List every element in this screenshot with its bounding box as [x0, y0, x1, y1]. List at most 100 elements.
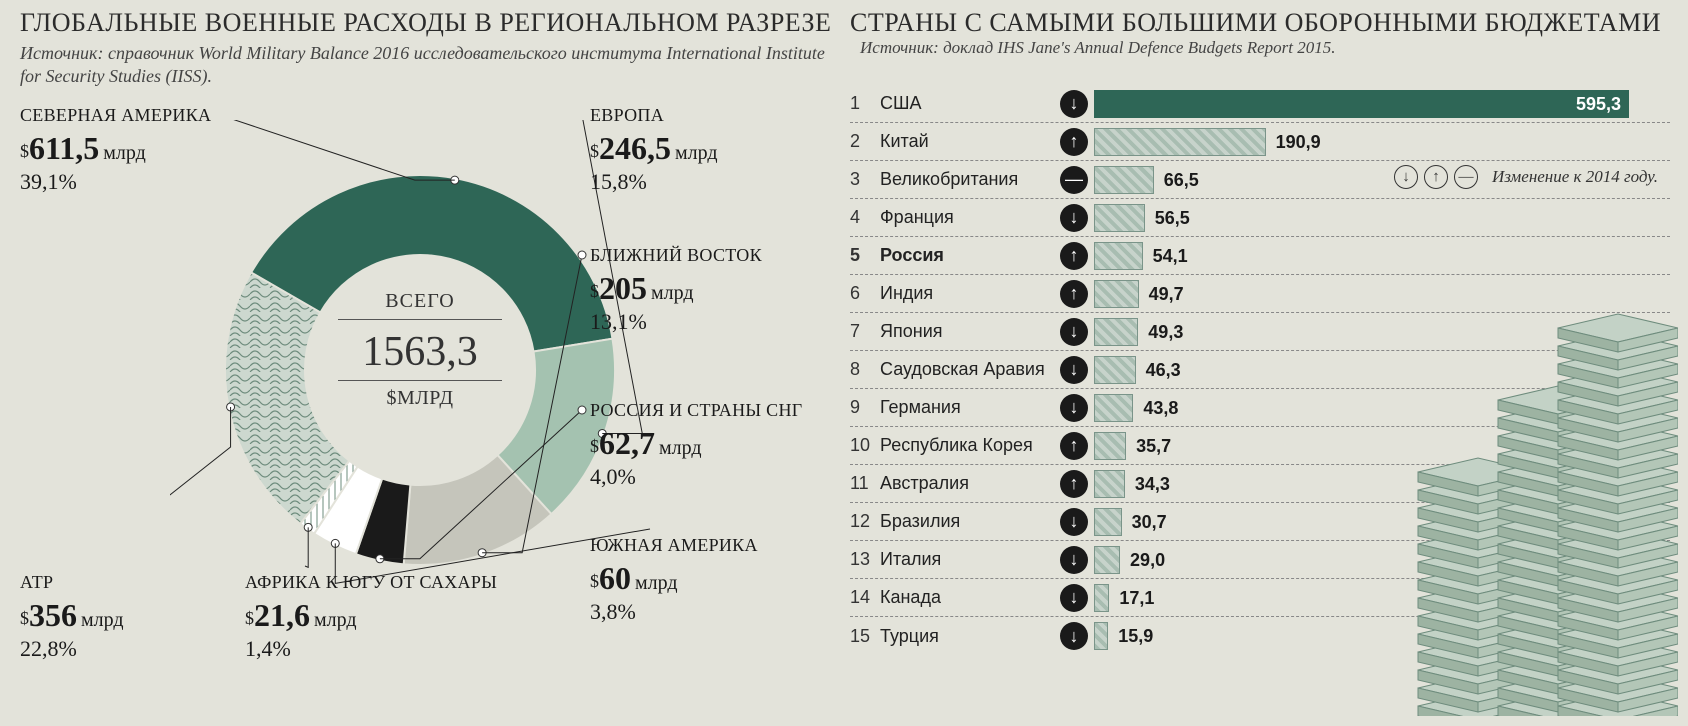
- rank-bar: [1094, 584, 1109, 612]
- segment-name: ЕВРОПА: [590, 105, 718, 127]
- trend-down-icon: ↓: [1060, 318, 1088, 346]
- rank-number: 12: [850, 511, 880, 532]
- segment-value: $356млрд: [20, 596, 124, 634]
- rank-value: 190,9: [1276, 132, 1321, 153]
- trend-down-icon: ↓: [1060, 584, 1088, 612]
- trend-down-icon: ↓: [1060, 546, 1088, 574]
- segment-value: $62,7млрд: [590, 424, 802, 462]
- segment-name: БЛИЖНИЙ ВОСТОК: [590, 245, 762, 267]
- trend-down-icon: ↓: [1060, 204, 1088, 232]
- rank-value: 17,1: [1119, 588, 1154, 609]
- trend-up-icon: ↑: [1060, 128, 1088, 156]
- segment-value: $60млрд: [590, 559, 758, 597]
- segment-name: СЕВЕРНАЯ АМЕРИКА: [20, 105, 211, 127]
- donut-chart-area: ВСЕГО 1563,3 $МЛРД СЕВЕРНАЯ АМЕРИКА$611,…: [20, 100, 820, 720]
- trend-up-icon: ↑: [1060, 432, 1088, 460]
- trend-down-icon: ↓: [1060, 356, 1088, 384]
- segment-label-ssa: АФРИКА К ЮГУ ОТ САХАРЫ$21,6млрд1,4%: [245, 572, 497, 662]
- trend-down-icon: ↓: [1060, 90, 1088, 118]
- rank-country: Индия: [880, 283, 1060, 304]
- segment-pct: 15,8%: [590, 169, 718, 195]
- rank-country: Саудовская Аравия: [880, 359, 1060, 380]
- segment-name: АФРИКА К ЮГУ ОТ САХАРЫ: [245, 572, 497, 594]
- rank-bar: [1094, 318, 1138, 346]
- rank-bar: [1094, 622, 1108, 650]
- rank-country: Италия: [880, 549, 1060, 570]
- legend-flat-icon: —: [1454, 165, 1478, 189]
- rank-bar: [1094, 128, 1266, 156]
- rank-country: Япония: [880, 321, 1060, 342]
- rank-number: 11: [850, 473, 880, 494]
- right-source: Источник: доклад IHS Jane's Annual Defen…: [860, 38, 1335, 57]
- rank-value: 15,9: [1118, 626, 1153, 647]
- rank-number: 5: [850, 245, 880, 266]
- rank-number: 1: [850, 93, 880, 114]
- center-unit: $МЛРД: [338, 381, 502, 410]
- rank-country: Германия: [880, 397, 1060, 418]
- rank-number: 7: [850, 321, 880, 342]
- trend-down-icon: ↓: [1060, 622, 1088, 650]
- rank-bar: [1094, 394, 1133, 422]
- rank-number: 15: [850, 626, 880, 647]
- rank-number: 10: [850, 435, 880, 456]
- money-stack-decoration: [1398, 256, 1678, 716]
- segment-value: $21,6млрд: [245, 596, 497, 634]
- segment-label-russia_cis: РОССИЯ И СТРАНЫ СНГ$62,7млрд4,0%: [590, 400, 802, 490]
- rank-bar: [1094, 470, 1125, 498]
- rank-country: Республика Корея: [880, 435, 1060, 456]
- rank-value: 49,7: [1149, 284, 1184, 305]
- segment-name: АТР: [20, 572, 124, 594]
- segment-pct: 22,8%: [20, 636, 124, 662]
- rank-value: 29,0: [1130, 550, 1165, 571]
- rank-bar: [1094, 432, 1126, 460]
- right-title: СТРАНЫ С САМЫМИ БОЛЬШИМИ ОБОРОННЫМИ БЮДЖ…: [850, 8, 1661, 37]
- rank-row: 4Франция↓56,5: [850, 199, 1670, 237]
- rank-country: Бразилия: [880, 511, 1060, 532]
- segment-pct: 13,1%: [590, 309, 762, 335]
- donut-center: ВСЕГО 1563,3 $МЛРД: [338, 290, 502, 410]
- segment-value: $611,5млрд: [20, 129, 211, 167]
- rank-value: 34,3: [1135, 474, 1170, 495]
- rank-bar: 595,3: [1094, 90, 1629, 118]
- trend-down-icon: ↓: [1060, 508, 1088, 536]
- segment-label-north_america: СЕВЕРНАЯ АМЕРИКА$611,5млрд39,1%: [20, 105, 211, 195]
- legend-text: Изменение к 2014 году.: [1492, 167, 1658, 187]
- rank-bar: [1094, 166, 1154, 194]
- rank-bar: [1094, 546, 1120, 574]
- left-panel: ГЛОБАЛЬНЫЕ ВОЕННЫЕ РАСХОДЫ В РЕГИОНАЛЬНО…: [20, 8, 840, 89]
- trend-up-icon: ↑: [1060, 242, 1088, 270]
- segment-label-europe: ЕВРОПА$246,5млрд15,8%: [590, 105, 718, 195]
- legend-down-icon: ↓: [1394, 165, 1418, 189]
- segment-label-south_america: ЮЖНАЯ АМЕРИКА$60млрд3,8%: [590, 535, 758, 625]
- segment-pct: 4,0%: [590, 464, 802, 490]
- segment-label-mid_east: БЛИЖНИЙ ВОСТОК$205млрд13,1%: [590, 245, 762, 335]
- segment-pct: 3,8%: [590, 599, 758, 625]
- rank-country: США: [880, 93, 1060, 114]
- rank-value: 595,3: [1576, 94, 1621, 115]
- trend-legend: ↓ ↑ — Изменение к 2014 году.: [1394, 165, 1658, 189]
- rank-bar: [1094, 508, 1122, 536]
- rank-number: 2: [850, 131, 880, 152]
- donut-slice-atr: [225, 273, 349, 524]
- rank-country: Австралия: [880, 473, 1060, 494]
- legend-up-icon: ↑: [1424, 165, 1448, 189]
- rank-number: 4: [850, 207, 880, 228]
- rank-country: Россия: [880, 245, 1060, 266]
- center-value: 1563,3: [338, 322, 502, 381]
- segment-value: $205млрд: [590, 269, 762, 307]
- rank-value: 66,5: [1164, 170, 1199, 191]
- rank-row: 2Китай↑190,9: [850, 123, 1670, 161]
- trend-flat-icon: —: [1060, 166, 1088, 194]
- rank-value: 54,1: [1153, 246, 1188, 267]
- right-panel: СТРАНЫ С САМЫМИ БОЛЬШИМИ ОБОРОННЫМИ БЮДЖ…: [850, 8, 1670, 58]
- left-source: Источник: справочник World Military Bala…: [20, 42, 840, 89]
- rank-number: 13: [850, 549, 880, 570]
- rank-country: Турция: [880, 626, 1060, 647]
- rank-country: Франция: [880, 207, 1060, 228]
- rank-country: Великобритания: [880, 169, 1060, 190]
- rank-value: 46,3: [1146, 360, 1181, 381]
- rank-value: 43,8: [1143, 398, 1178, 419]
- segment-name: ЮЖНАЯ АМЕРИКА: [590, 535, 758, 557]
- rank-bar: [1094, 356, 1136, 384]
- rank-bar: [1094, 242, 1143, 270]
